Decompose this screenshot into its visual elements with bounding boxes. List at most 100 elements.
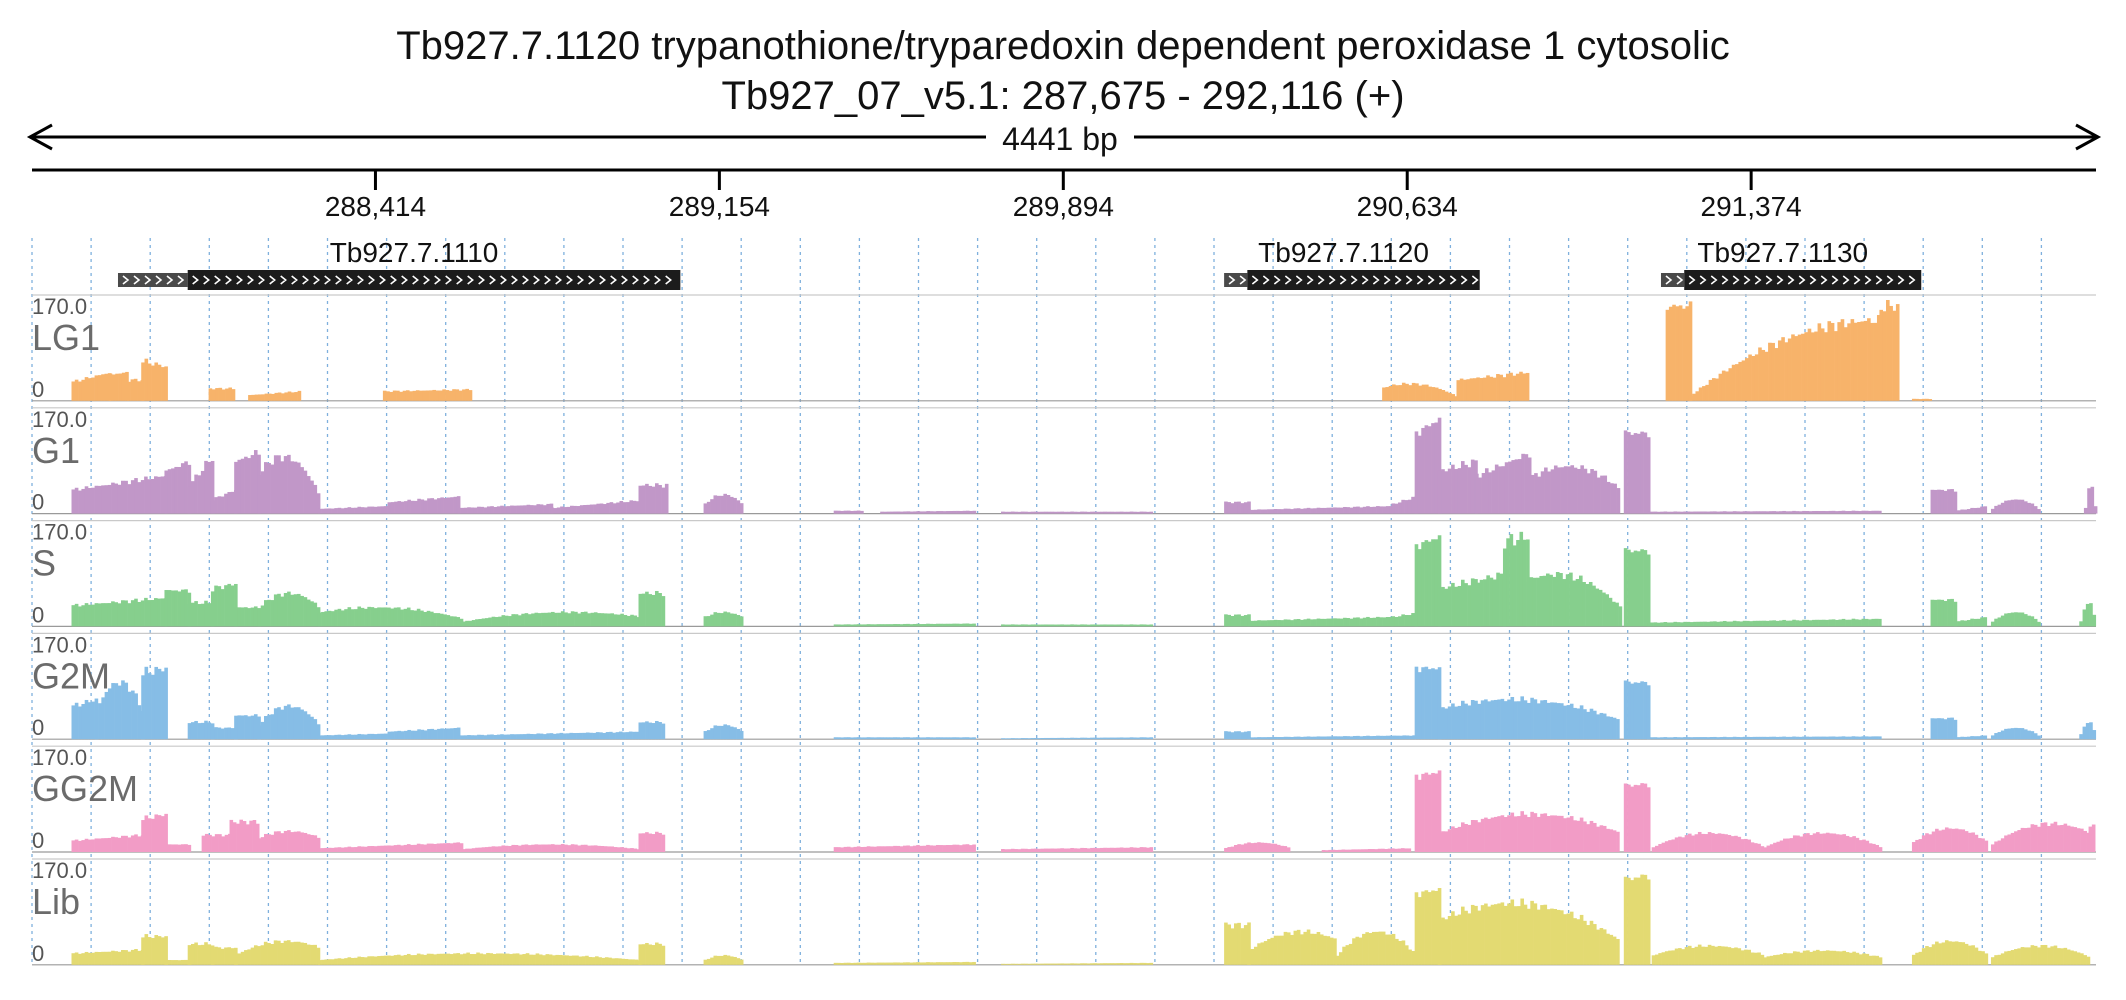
coverage-bar bbox=[1230, 928, 1235, 965]
coverage-bar bbox=[144, 476, 148, 514]
coverage-bar bbox=[171, 468, 175, 514]
coverage-bar bbox=[570, 505, 574, 514]
coverage-bar bbox=[1421, 542, 1425, 627]
coverage-bar bbox=[1670, 622, 1674, 627]
coverage-bar bbox=[1053, 963, 1058, 965]
coverage-bar bbox=[147, 479, 152, 514]
coverage-bar bbox=[1482, 377, 1487, 401]
gene-model[interactable]: Tb927.7.1130 bbox=[1660, 237, 1922, 290]
coverage-bar bbox=[1395, 385, 1399, 401]
coverage-bar bbox=[1683, 621, 1687, 627]
coverage-bar bbox=[244, 715, 248, 740]
coverage-bar bbox=[1487, 906, 1491, 965]
right-arrowhead-icon bbox=[2075, 123, 2102, 151]
span-label: 4441 bp bbox=[1002, 121, 1118, 157]
coverage-bar bbox=[972, 844, 976, 852]
coverage-bar bbox=[239, 819, 244, 852]
coverage-bar bbox=[496, 734, 501, 740]
coverage-bar bbox=[313, 484, 318, 514]
gene-model[interactable]: Tb927.7.1110 bbox=[117, 237, 681, 290]
coverage-bar bbox=[1333, 618, 1337, 627]
coverage-bar bbox=[1517, 816, 1521, 852]
coverage-bar bbox=[546, 733, 550, 740]
coverage-bar bbox=[1693, 511, 1697, 514]
coverage-bar bbox=[850, 962, 854, 965]
coverage-bar bbox=[1861, 618, 1866, 627]
coverage-bar bbox=[1020, 511, 1025, 514]
coverage-bar bbox=[1583, 709, 1587, 740]
coverage-bar bbox=[1840, 319, 1845, 401]
coverage-bar bbox=[164, 590, 169, 627]
coverage-bar bbox=[1802, 736, 1806, 740]
coverage-bar bbox=[300, 942, 304, 965]
coverage-bar bbox=[1695, 391, 1700, 401]
coverage-bar bbox=[1651, 955, 1656, 965]
coverage-bar bbox=[197, 475, 202, 514]
coverage-bar bbox=[1865, 953, 1870, 965]
coverage-bar bbox=[1855, 837, 1860, 852]
coverage-bar bbox=[1142, 624, 1147, 627]
coverage-bar bbox=[1522, 539, 1527, 627]
coverage-bar bbox=[1290, 934, 1294, 965]
coverage-bar bbox=[587, 613, 591, 627]
coverage-bar bbox=[1447, 586, 1452, 627]
coverage-bar bbox=[919, 511, 924, 514]
coverage-bar bbox=[400, 731, 405, 740]
coverage-bar bbox=[1487, 701, 1491, 740]
coverage-bar bbox=[703, 731, 708, 740]
coverage-bar bbox=[645, 721, 649, 740]
coverage-bar bbox=[1273, 843, 1278, 852]
coverage-bar bbox=[211, 836, 216, 852]
coverage-bar bbox=[1772, 736, 1777, 740]
coverage-bar bbox=[420, 610, 424, 627]
coverage-bar bbox=[590, 845, 595, 852]
coverage-bar bbox=[364, 608, 368, 627]
coverage-bar bbox=[439, 613, 444, 627]
coverage-bar bbox=[280, 833, 285, 852]
coverage-bar bbox=[577, 845, 582, 852]
coverage-bar bbox=[518, 615, 522, 627]
coverage-bar bbox=[1431, 423, 1435, 514]
coverage-bar bbox=[1769, 736, 1773, 740]
coverage-bar bbox=[1703, 737, 1707, 740]
coverage-bar bbox=[267, 714, 271, 740]
coverage-bar bbox=[1014, 738, 1018, 740]
coverage-bar bbox=[1286, 508, 1291, 514]
coverage-bar bbox=[1703, 621, 1707, 627]
coverage-bar bbox=[420, 499, 425, 514]
gene-model[interactable]: Tb927.7.1120 bbox=[1224, 237, 1480, 290]
coverage-bar bbox=[939, 737, 943, 740]
coverage-bar bbox=[486, 506, 491, 514]
coverage-bar bbox=[622, 502, 627, 514]
coverage-bar bbox=[1306, 507, 1311, 514]
coverage-bar bbox=[969, 623, 973, 627]
coverage-bar bbox=[277, 392, 282, 401]
coverage-bar bbox=[1775, 736, 1780, 740]
coverage-bar bbox=[2082, 726, 2087, 740]
coverage-bar bbox=[393, 845, 398, 852]
coverage-bar bbox=[1861, 510, 1866, 514]
coverage-bar bbox=[1757, 952, 1761, 965]
coverage-bar bbox=[1668, 840, 1672, 852]
coverage-bar bbox=[214, 834, 219, 852]
coverage-bar bbox=[231, 389, 236, 401]
coverage-bar bbox=[2014, 949, 2018, 965]
coverage-bar bbox=[955, 844, 960, 852]
coverage-bar bbox=[1119, 963, 1124, 965]
coverage-bar bbox=[1454, 915, 1458, 965]
coverage-bar bbox=[433, 499, 438, 514]
coverage-bar bbox=[628, 731, 633, 740]
coverage-bar bbox=[426, 953, 431, 965]
coverage-bar bbox=[1451, 826, 1455, 852]
coverage-bar bbox=[1812, 950, 1817, 965]
coverage-bar bbox=[645, 942, 649, 965]
coverage-bar bbox=[287, 704, 291, 740]
coverage-bar bbox=[1096, 963, 1101, 965]
coverage-bar bbox=[529, 733, 534, 740]
coverage-bar bbox=[161, 937, 165, 965]
coverage-bar bbox=[306, 714, 311, 740]
coverage-bar bbox=[131, 690, 135, 740]
coverage-bar bbox=[1980, 506, 1984, 514]
coverage-bar bbox=[2000, 615, 2005, 627]
coverage-bar bbox=[593, 504, 597, 514]
